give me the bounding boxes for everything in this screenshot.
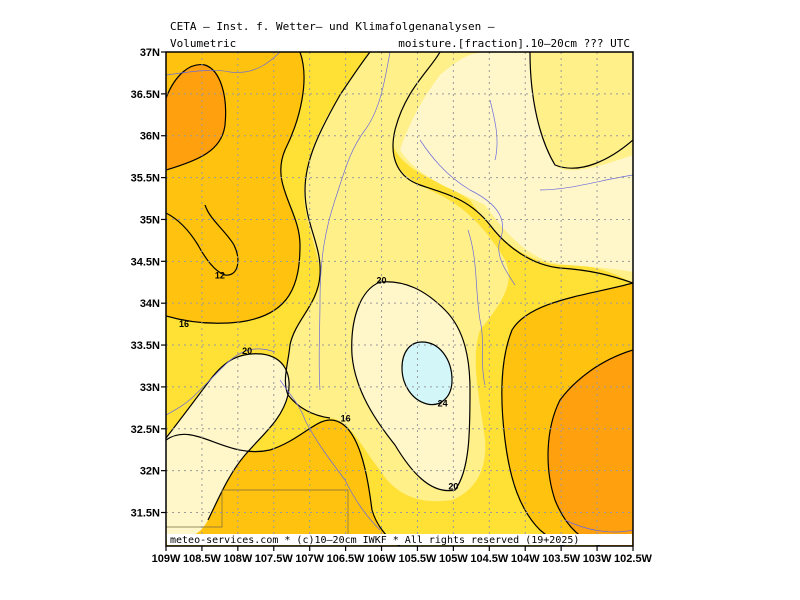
y-tick-label: 31.5N — [131, 508, 160, 520]
contour-label: 20 — [242, 346, 252, 356]
map-title: CETA — Inst. f. Wetter— und Klimafolgena… — [170, 20, 495, 33]
contour-line — [351, 281, 471, 492]
y-tick-label: 35N — [140, 214, 160, 226]
contour-label-layer: 12 16 20 20 24 20 16 — [179, 271, 458, 492]
x-tick-label: 108.5W — [183, 553, 222, 565]
y-tick-label: 32.5N — [131, 424, 160, 436]
river-line — [564, 519, 633, 533]
y-tick-label: 33N — [140, 382, 160, 394]
units-label: moisture.[fraction].10—20cm ??? UTC — [398, 37, 630, 50]
river-line — [166, 52, 281, 76]
river-line — [166, 348, 276, 416]
x-tick-label: 105W — [439, 553, 468, 565]
contour-line — [392, 52, 633, 284]
x-tick-label: 109W — [152, 553, 181, 565]
footer-band — [167, 534, 632, 545]
border-line — [166, 489, 349, 546]
x-tick-label: 105.5W — [399, 553, 438, 565]
y-tick-label: 34.5N — [131, 256, 160, 268]
lat-lon-grid — [166, 52, 633, 546]
filled-contours — [166, 52, 633, 546]
river-line — [318, 52, 391, 391]
contour-label: 12 — [215, 271, 225, 281]
axis-ticks: 37N 36.5N 36N 35.5N 35N 34.5N 34N 33.5N 33N 32.5N… — [131, 47, 653, 565]
contour-label: 24 — [438, 399, 448, 409]
y-tick-label: 37N — [140, 47, 160, 59]
rivers — [166, 52, 633, 533]
river-line — [279, 379, 381, 531]
moisture-fill-12-16-inner — [166, 200, 240, 274]
x-tick-label: 104.5W — [470, 553, 509, 565]
x-tick-label: 107W — [295, 553, 324, 565]
contour-label: 20 — [448, 482, 458, 492]
moisture-fill-lt12 — [548, 350, 633, 546]
copyright-footer: meteo-services.com * (c)10—20cm IWKF * A… — [170, 535, 579, 546]
x-tick-label: 106W — [367, 553, 396, 565]
y-tick-label: 36N — [140, 131, 160, 143]
x-tick-label: 103.5W — [542, 553, 581, 565]
moisture-fill-24-28 — [400, 52, 633, 272]
x-tick-label: 103W — [583, 553, 612, 565]
contour-line — [166, 353, 290, 521]
x-tick-label: 106.5W — [327, 553, 366, 565]
river-line — [489, 99, 498, 161]
river-line — [419, 139, 516, 286]
variable-label: Volumetric — [170, 37, 237, 50]
moisture-fill-gt28 — [402, 342, 452, 405]
y-tick-label: 32N — [140, 466, 160, 478]
state-border — [166, 489, 349, 546]
contour-label: 16 — [179, 319, 189, 329]
contour-line — [166, 52, 305, 324]
contour-line — [166, 64, 227, 171]
map-frame — [165, 51, 634, 547]
y-tick-label: 35.5N — [131, 173, 160, 185]
x-tick-label: 102.5W — [614, 553, 653, 565]
contour-lines — [166, 52, 633, 546]
y-tick-label: 36.5N — [131, 89, 160, 101]
moisture-fill-20-24 — [530, 52, 633, 170]
river-line — [467, 229, 486, 386]
contour-line — [529, 52, 633, 169]
y-tick-label: 34N — [140, 298, 160, 310]
moisture-fill-lt12 — [166, 64, 226, 170]
x-tick-label: 104W — [511, 553, 540, 565]
river-line — [539, 174, 633, 191]
contour-label: 20 — [377, 276, 387, 286]
contour-line — [166, 419, 401, 546]
y-tick-label: 33.5N — [131, 340, 160, 352]
contour-line — [401, 341, 453, 406]
contour-line — [166, 204, 239, 276]
x-tick-label: 107.5W — [255, 553, 294, 565]
x-tick-label: 108W — [223, 553, 252, 565]
contour-label: 16 — [341, 414, 351, 424]
contour-line — [547, 349, 633, 546]
